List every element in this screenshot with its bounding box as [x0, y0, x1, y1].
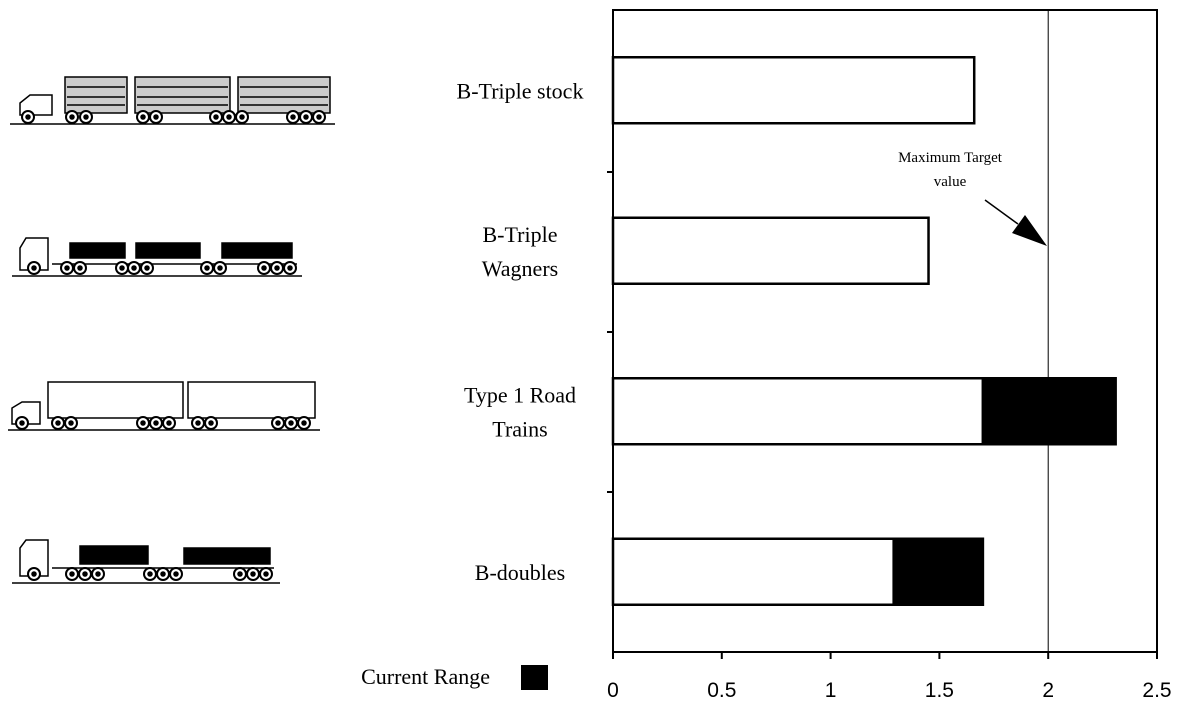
bar — [613, 57, 974, 123]
x-tick-label: 0.5 — [707, 679, 736, 702]
legend-swatch — [521, 665, 548, 690]
category-label: B-Triple stock — [457, 78, 584, 103]
target-label: Maximum Target — [898, 150, 1003, 166]
x-tick-label: 2.5 — [1142, 679, 1171, 702]
category-label: Type 1 Road — [464, 382, 576, 407]
bar — [894, 539, 983, 605]
bar — [613, 218, 929, 284]
bar — [983, 378, 1116, 444]
truck-icons — [8, 77, 335, 583]
chart: 0 0.5 1 1.5 2 2.5 Maximum Target value B-Triple … — [0, 0, 1185, 705]
x-tick-label: 1 — [825, 679, 837, 702]
x-tick-label: 0 — [607, 679, 619, 702]
x-tick-label: 1.5 — [925, 679, 954, 702]
x-tick-label: 2 — [1042, 679, 1054, 702]
category-label: B-Triple — [483, 222, 558, 247]
target-label: value — [934, 174, 967, 190]
bar — [613, 539, 894, 605]
target-arrowhead — [1012, 215, 1047, 246]
legend-label: Current Range — [361, 664, 490, 689]
category-label: B-doubles — [475, 560, 565, 585]
bar — [613, 378, 983, 444]
target-arrow — [985, 200, 1018, 224]
category-label: Trains — [492, 416, 547, 441]
category-label: Wagners — [482, 256, 558, 281]
